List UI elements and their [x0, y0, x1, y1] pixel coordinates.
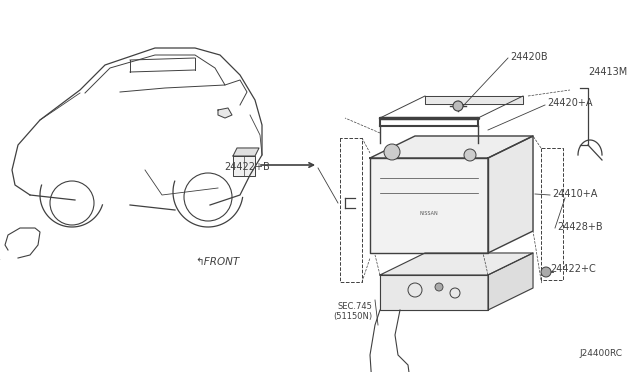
Polygon shape [218, 108, 232, 118]
Polygon shape [488, 253, 533, 310]
Text: SEC.745
(51150N): SEC.745 (51150N) [333, 302, 372, 321]
Polygon shape [380, 275, 488, 310]
Text: 24428+B: 24428+B [557, 222, 603, 232]
Text: 24420+A: 24420+A [547, 98, 593, 108]
Text: 24422+C: 24422+C [550, 264, 596, 274]
Circle shape [541, 267, 551, 277]
Text: 24420B: 24420B [510, 52, 548, 62]
Polygon shape [380, 253, 533, 275]
Polygon shape [425, 96, 523, 104]
Polygon shape [370, 158, 488, 253]
Polygon shape [233, 148, 259, 156]
Circle shape [464, 149, 476, 161]
Polygon shape [488, 136, 533, 253]
Text: J24400RC: J24400RC [579, 349, 622, 358]
Circle shape [453, 101, 463, 111]
Text: ↰FRONT: ↰FRONT [195, 257, 239, 267]
Text: 24410+A: 24410+A [552, 189, 597, 199]
Text: 24422+B: 24422+B [224, 162, 270, 172]
Circle shape [435, 283, 443, 291]
Circle shape [384, 144, 400, 160]
Text: NISSAN: NISSAN [420, 211, 438, 215]
Polygon shape [370, 136, 533, 158]
Polygon shape [233, 156, 255, 176]
Text: 24413M: 24413M [588, 67, 627, 77]
